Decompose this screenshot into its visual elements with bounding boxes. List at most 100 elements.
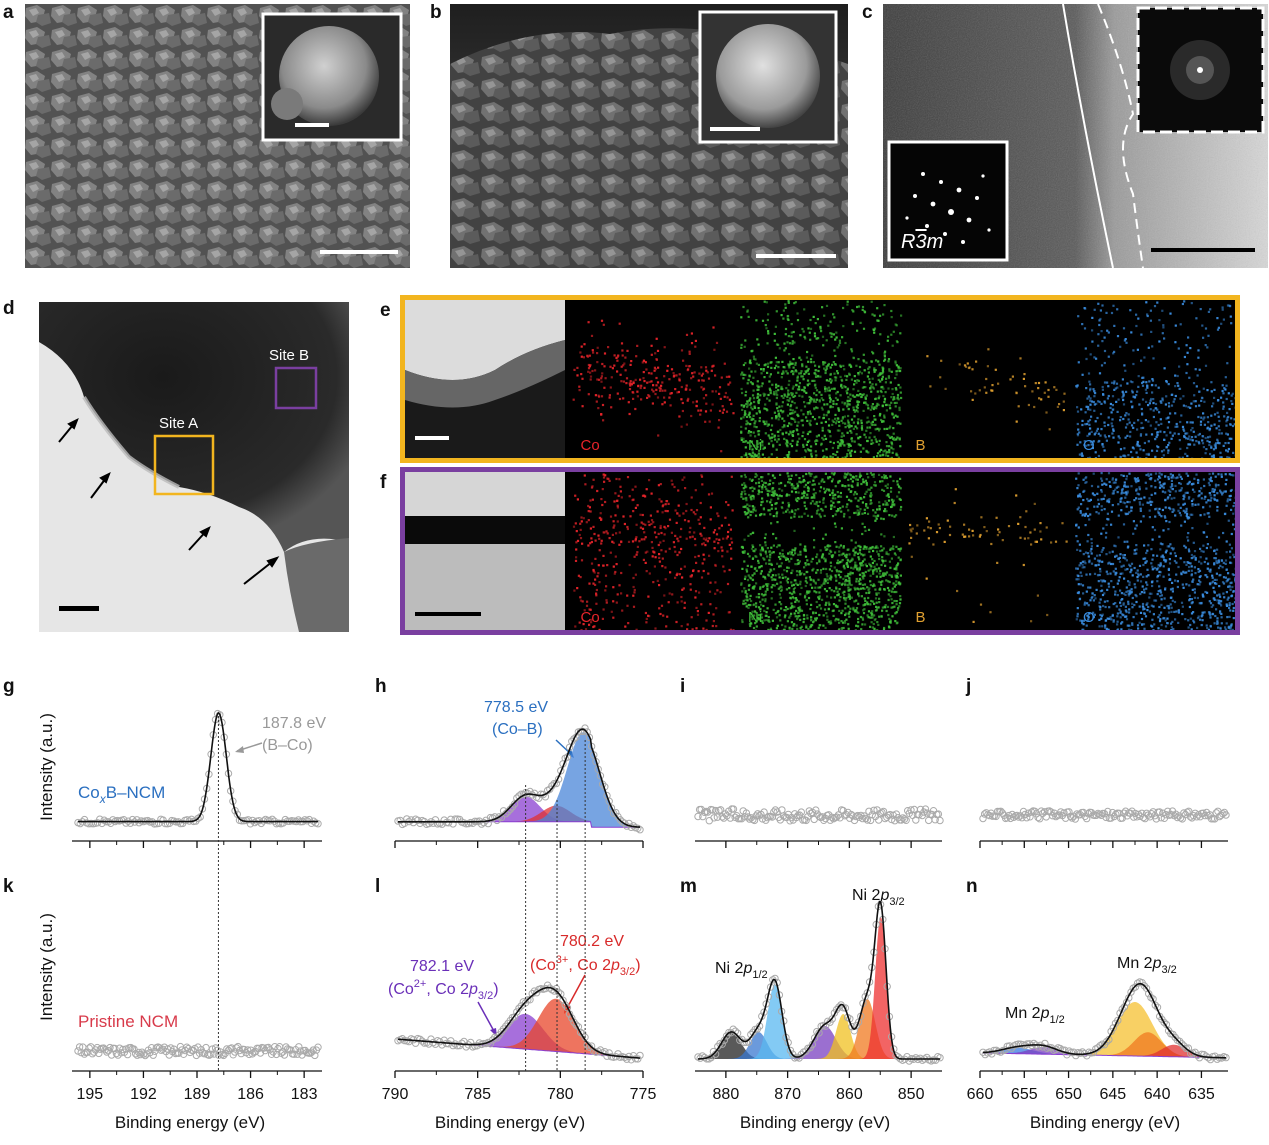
component-peak-n-4	[983, 1044, 1226, 1058]
spectrum-k	[74, 1042, 322, 1060]
sample-label-coxb: CoxB–NCM	[78, 783, 165, 806]
spectrum-m	[694, 900, 944, 1065]
eds-stem-tile-b	[405, 472, 565, 630]
data-point-k	[112, 1049, 121, 1058]
data-point-m	[936, 1054, 944, 1062]
data-point-g	[305, 815, 313, 824]
data-point-n	[1063, 1051, 1071, 1059]
data-point-n	[1103, 1037, 1111, 1046]
data-point-n	[1180, 1042, 1188, 1050]
data-point-i	[921, 805, 930, 813]
eds-map-o-b: O	[1075, 472, 1238, 633]
axis-n: 660 655 650 645 640 635	[967, 1070, 1228, 1103]
data-point-g	[161, 819, 170, 828]
data-point-i	[705, 817, 713, 825]
data-point-g	[100, 816, 108, 824]
data-point-i	[815, 812, 823, 820]
site-a-label: Site A	[159, 415, 198, 432]
panel-label-g: g	[3, 676, 15, 697]
data-point-i	[897, 816, 905, 824]
data-point-i	[812, 806, 820, 814]
data-point-i	[862, 814, 870, 823]
tick-label-n: 640	[1144, 1086, 1171, 1103]
tick-label-n: 645	[1100, 1086, 1127, 1103]
eds-map-b-a: B	[907, 300, 1068, 458]
eds-map-b-b: B	[907, 472, 1068, 630]
data-point-n	[1065, 1047, 1073, 1055]
fit-envelope-n	[982, 982, 1226, 1059]
data-point-i	[797, 808, 805, 816]
data-point-j	[1162, 811, 1170, 819]
component-peak-h-2	[398, 732, 640, 828]
data-point-l	[515, 1004, 523, 1012]
component-peak-m-1	[698, 1032, 940, 1059]
data-point-j	[1095, 810, 1104, 819]
data-point-l	[563, 1004, 572, 1012]
component-peak-m-3	[698, 1026, 940, 1059]
data-point-i	[699, 812, 707, 821]
data-point-k	[95, 1049, 103, 1058]
data-point-j	[1193, 813, 1201, 821]
data-point-g	[231, 807, 239, 815]
axis-l: 790 785 780 775	[382, 1070, 656, 1103]
axis-h	[394, 840, 644, 848]
component-peak-m-0	[698, 1032, 940, 1059]
data-point-g	[144, 816, 152, 825]
sem-image-b	[450, 4, 848, 268]
data-point-i	[712, 806, 720, 815]
annot-m-2: Ni 2p3/2	[852, 887, 905, 908]
data-point-j	[1222, 811, 1230, 819]
data-point-j	[1024, 809, 1033, 817]
data-point-g	[122, 819, 130, 827]
data-point-k	[245, 1050, 253, 1059]
eds-map-ni-a: Ni	[740, 300, 903, 460]
data-point-l	[466, 1038, 475, 1047]
sem-image-a	[25, 4, 410, 268]
panel-label-d: d	[3, 298, 15, 319]
data-point-h	[431, 816, 440, 824]
data-point-i	[694, 812, 702, 821]
data-point-g	[244, 816, 252, 824]
data-point-j	[1219, 810, 1227, 818]
spectrum-i	[694, 805, 944, 825]
data-point-n	[997, 1048, 1005, 1056]
data-point-h	[425, 819, 433, 828]
axis-k: 195 192 189 186 183	[72, 1070, 322, 1103]
eds-label-o-a: O	[1083, 437, 1095, 454]
data-point-h	[634, 824, 642, 833]
data-point-n	[1140, 982, 1149, 990]
data-point-j	[1152, 815, 1161, 823]
data-point-m	[832, 1005, 841, 1014]
data-point-j	[1026, 813, 1034, 821]
data-point-i	[912, 816, 920, 824]
data-point-i	[923, 809, 931, 817]
data-point-n	[1061, 1046, 1069, 1054]
tick-label-n: 635	[1188, 1086, 1215, 1103]
space-group-label: R3m	[901, 231, 943, 253]
data-point-j	[1173, 813, 1182, 822]
eds-map-co-b: Co	[572, 472, 735, 633]
eds-maps-site-a: Co Ni B O	[400, 295, 1240, 463]
component-peak-m-6	[698, 916, 940, 1059]
panel-label-n: n	[966, 876, 978, 897]
spectrum-n	[979, 978, 1230, 1064]
data-point-n	[1131, 983, 1140, 991]
data-point-i	[931, 816, 939, 824]
eds-label-co-b: Co	[581, 609, 600, 626]
panel-label-j: j	[966, 676, 972, 697]
data-point-k	[149, 1051, 157, 1059]
data-point-j	[1159, 809, 1167, 817]
data-point-j	[1014, 813, 1023, 821]
data-point-g	[93, 819, 102, 827]
spectrum-g	[74, 709, 322, 828]
tick-label-l: 790	[382, 1086, 409, 1103]
panel-label-h: h	[375, 676, 387, 697]
panel-label-f: f	[380, 472, 387, 493]
data-point-k	[179, 1050, 188, 1058]
annot-m-1: Ni 2p1/2	[715, 960, 768, 981]
data-point-g	[126, 819, 135, 827]
eds-map-ni-b: Ni	[740, 472, 903, 633]
data-point-m	[810, 1034, 819, 1042]
data-point-k	[207, 1050, 215, 1058]
data-point-j	[1176, 814, 1185, 822]
